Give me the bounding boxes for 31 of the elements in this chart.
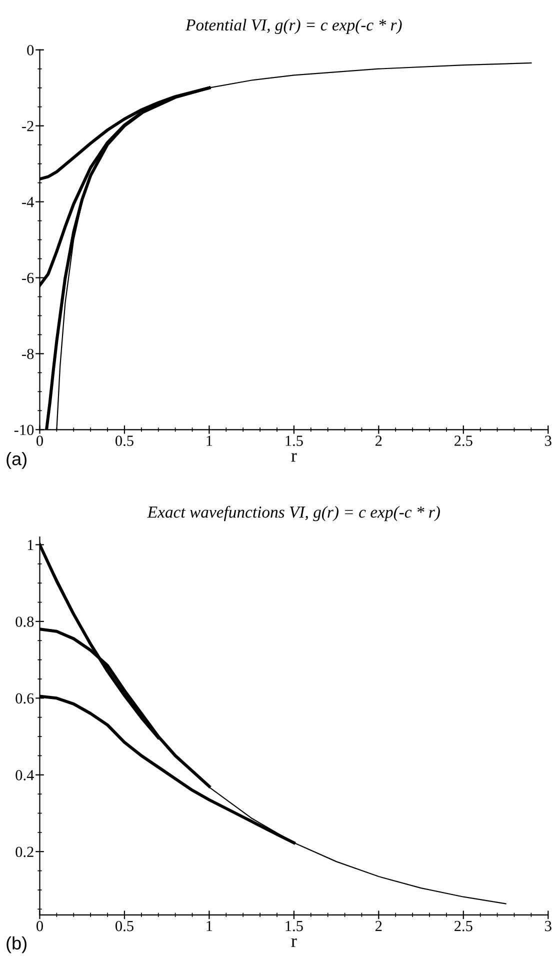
x-tick-label: 1.5: [286, 920, 303, 932]
y-tick-label: -2: [22, 121, 34, 132]
text: (a): [6, 452, 26, 469]
chart-title: Potential VI, g(r) = c exp(-c * r): [185, 18, 402, 34]
x-tick-label: 0: [36, 920, 43, 932]
x-axis-title: r: [291, 453, 297, 462]
x-tick-label: 0.5: [116, 436, 134, 446]
x-tick-label: 1: [206, 920, 212, 932]
chart-title: Exact wavefunctions VI, g(r) = c exp(-c * r): [147, 506, 440, 522]
y-tick-label: -8: [22, 348, 34, 360]
x-axis-title: r: [291, 938, 297, 947]
x-tick-label: 3: [545, 436, 552, 446]
x-tick-label: 0: [36, 436, 43, 446]
x-tick-label: 2.5: [454, 920, 472, 932]
x-tick-label: 2: [376, 436, 382, 446]
y-tick-label: 1: [28, 540, 34, 550]
y-tick-label: 0: [27, 45, 34, 56]
x-tick-label: 0.5: [116, 920, 134, 932]
x-tick-label: 3: [545, 920, 552, 932]
y-tick-label: -6: [22, 272, 34, 284]
y-tick-label: 0.6: [16, 693, 34, 704]
y-tick-label: -4: [22, 197, 34, 208]
x-tick-label: 2.5: [454, 436, 472, 446]
x-tick-label: 1.5: [286, 436, 303, 446]
x-tick-label: 1: [206, 436, 212, 446]
text: (b): [6, 936, 26, 954]
x-tick-label: 2: [376, 920, 382, 932]
y-tick-label: 0.8: [16, 616, 34, 627]
y-tick-label: 0.2: [16, 846, 34, 858]
y-tick-label: -10: [14, 424, 34, 436]
y-tick-label: 0.4: [16, 770, 34, 780]
